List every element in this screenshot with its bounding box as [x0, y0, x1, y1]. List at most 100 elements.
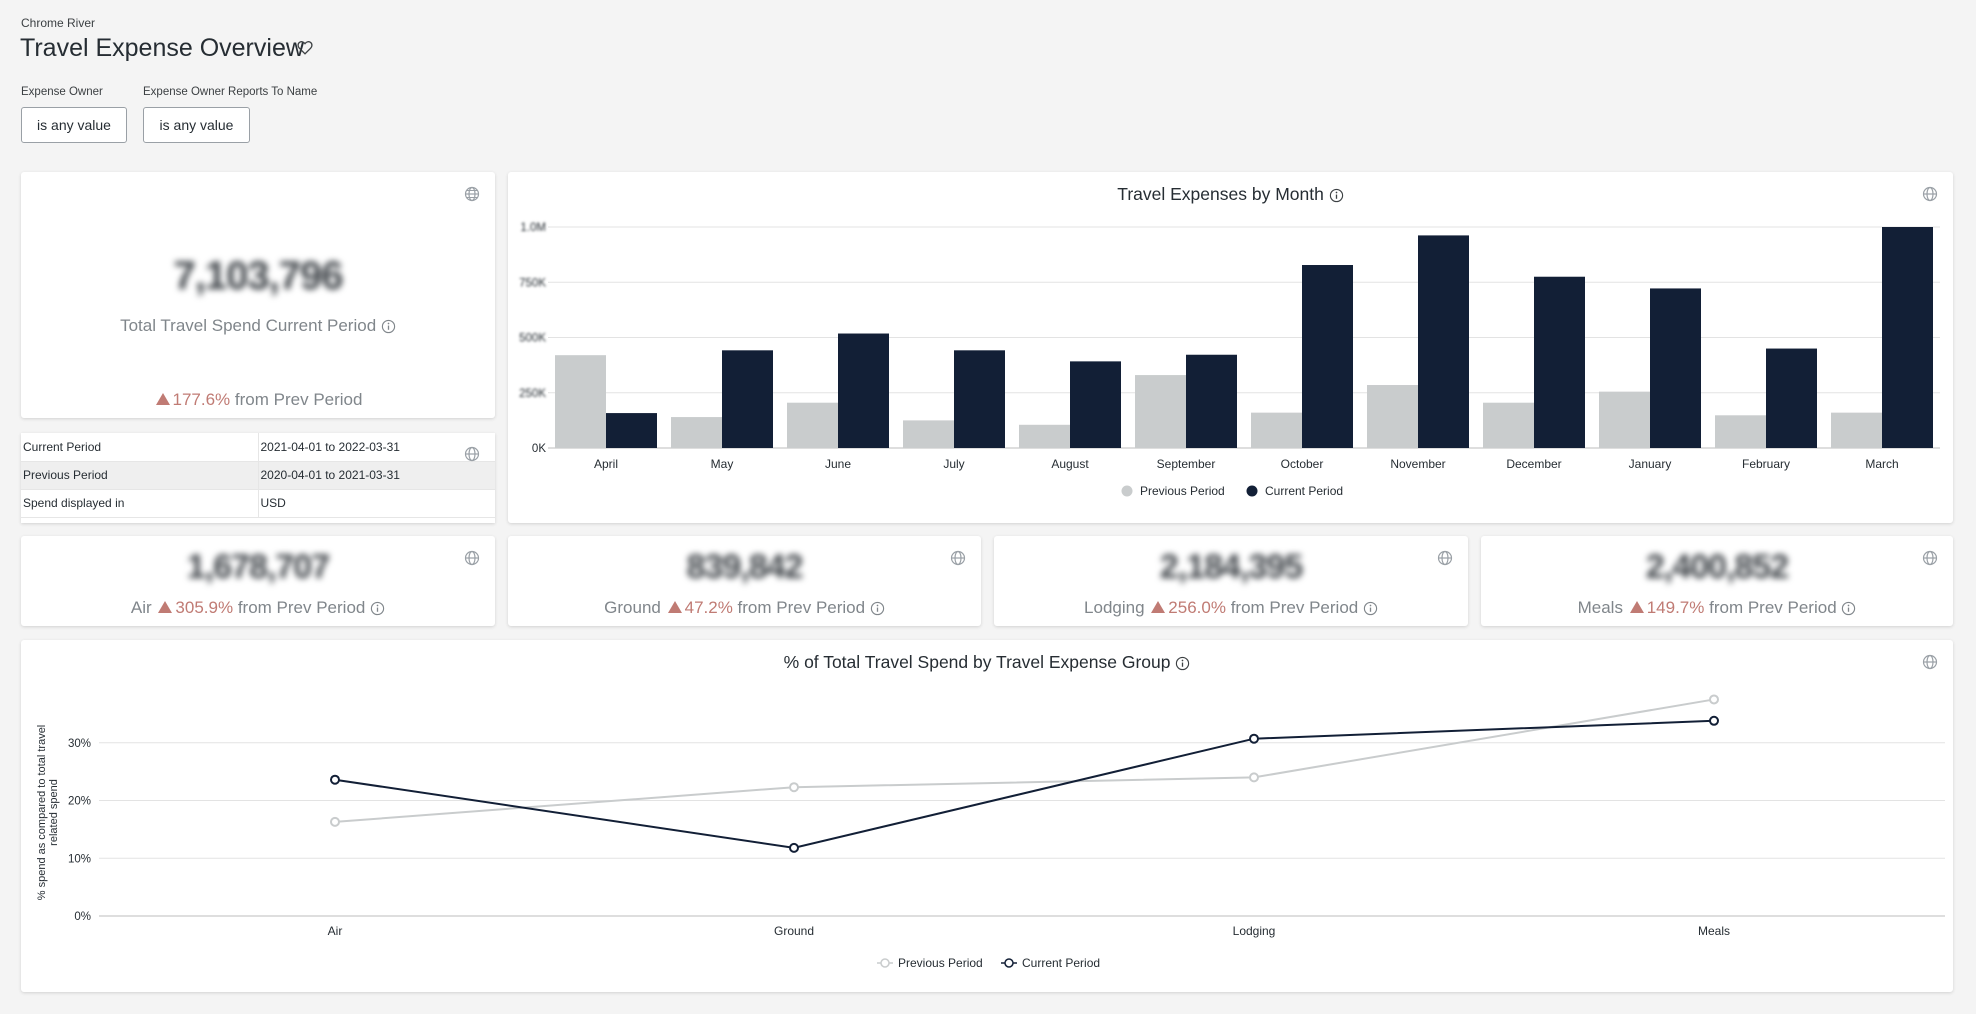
legend-marker-previous	[880, 958, 890, 968]
globe-icon[interactable]	[1922, 654, 1938, 670]
bar-current	[1650, 288, 1701, 448]
kpi-name: Ground	[604, 598, 661, 617]
bar-current	[1070, 361, 1121, 448]
y-tick-label: 250K	[519, 388, 546, 400]
bar-previous	[1251, 412, 1302, 448]
page-title: Travel Expense Overview	[20, 34, 304, 62]
x-tick-label: January	[1629, 457, 1672, 471]
period-label: Previous Period	[21, 461, 259, 490]
period-label: Spend displayed in	[21, 489, 259, 518]
filter-reports-to-button[interactable]: is any value	[143, 107, 250, 143]
legend-marker-previous	[1121, 485, 1133, 497]
kpi-label-lodging: Lodging 256.0% from Prev Period	[994, 598, 1468, 618]
kpi-change: 149.7%	[1646, 598, 1705, 617]
period-value: 2021-04-01 to 2022-03-31	[258, 433, 495, 462]
globe-icon[interactable]	[1437, 550, 1453, 566]
legend-label-current: Current Period	[1265, 484, 1343, 498]
bar-previous	[1367, 385, 1418, 448]
x-tick-label: October	[1281, 457, 1324, 471]
bar-current	[1534, 276, 1585, 448]
bar-current	[1766, 348, 1817, 448]
globe-icon[interactable]	[1922, 186, 1938, 202]
bar-current	[954, 350, 1005, 448]
up-arrow-icon	[1629, 601, 1644, 613]
info-icon[interactable]	[381, 319, 396, 334]
bar-previous	[1483, 402, 1534, 448]
globe-icon[interactable]	[464, 550, 480, 566]
table-row: Spend displayed in USD	[21, 489, 495, 518]
bar-previous	[1135, 375, 1186, 448]
up-arrow-icon	[1151, 601, 1166, 613]
period-value: USD	[258, 489, 495, 518]
x-tick-label: March	[1865, 457, 1898, 471]
kpi-suffix: from Prev Period	[237, 598, 366, 617]
total-spend-card: 7,103,796 Total Travel Spend Current Per…	[21, 172, 495, 418]
globe-icon[interactable]	[1922, 550, 1938, 566]
legend-marker-current	[1004, 958, 1014, 968]
x-tick-label: May	[711, 457, 734, 471]
up-arrow-icon	[155, 393, 170, 405]
x-tick-label: August	[1051, 457, 1089, 471]
total-spend-change: 177.6% from Prev Period	[21, 390, 495, 410]
point-previous	[330, 816, 340, 827]
table-row: Current Period 2021-04-01 to 2022-03-31	[21, 433, 495, 462]
kpi-change: 256.0%	[1168, 598, 1226, 617]
total-spend-label-text: Total Travel Spend Current Period	[120, 316, 377, 335]
filter-expense-owner-button[interactable]: is any value	[21, 107, 127, 143]
kpi-name: Lodging	[1084, 598, 1145, 617]
bar-previous	[555, 355, 606, 448]
x-tick-label: December	[1506, 457, 1561, 471]
total-change-suffix: from Prev Period	[234, 390, 363, 409]
info-icon[interactable]	[1329, 188, 1344, 203]
kpi-card-air: 1,678,707 Air 305.9% from Prev Period	[21, 536, 495, 626]
kpi-label-meals: Meals 149.7% from Prev Period	[1481, 598, 1953, 618]
period-label: Current Period	[21, 433, 259, 462]
up-arrow-icon	[158, 601, 173, 613]
kpi-change: 305.9%	[175, 598, 234, 617]
y-tick-label: 750K	[519, 277, 546, 289]
period-value: 2020-04-01 to 2021-03-31	[258, 461, 495, 490]
info-icon[interactable]	[370, 601, 385, 616]
line-current	[334, 719, 1715, 849]
info-icon[interactable]	[1841, 601, 1856, 616]
y-tick-label: 10%	[68, 853, 91, 865]
bar-current	[606, 413, 657, 448]
y-axis-label: % spend as compared to total travelrelat…	[36, 725, 60, 900]
kpi-label-air: Air 305.9% from Prev Period	[21, 598, 495, 618]
point-current	[330, 774, 340, 785]
legend-label-previous: Previous Period	[898, 956, 983, 970]
info-icon[interactable]	[1175, 656, 1190, 671]
globe-icon[interactable]	[950, 550, 966, 566]
monthly-expense-chart-card: Travel Expenses by Month 0K 250K 500K 750K 1…	[508, 172, 1953, 523]
bar-previous	[1831, 412, 1882, 448]
kpi-label-ground: Ground 47.2% from Prev Period	[508, 598, 981, 618]
x-tick-label: November	[1390, 457, 1445, 471]
globe-icon[interactable]	[464, 186, 480, 202]
kpi-value-air: 1,678,707	[186, 548, 330, 586]
info-icon[interactable]	[870, 601, 885, 616]
period-table: Current Period 2021-04-01 to 2022-03-31 …	[21, 433, 495, 518]
info-icon[interactable]	[1363, 601, 1378, 616]
bar-current	[1302, 265, 1353, 448]
heart-icon[interactable]	[297, 40, 313, 55]
y-tick-label: 500K	[519, 333, 546, 345]
point-previous	[789, 782, 799, 793]
period-table-card: Current Period 2021-04-01 to 2022-03-31 …	[21, 433, 495, 523]
y-tick-label: 30%	[68, 738, 91, 750]
kpi-name: Air	[130, 598, 152, 617]
bar-previous	[1715, 415, 1766, 448]
up-arrow-icon	[667, 601, 682, 613]
bar-previous	[671, 417, 722, 448]
total-spend-value: 7,103,796	[173, 254, 344, 298]
globe-icon[interactable]	[464, 446, 480, 462]
bar-current	[1186, 354, 1237, 448]
line-chart: 0% 10% 20% 30% % spend as compared to total …	[36, 694, 1945, 970]
x-tick-label: February	[1742, 457, 1790, 471]
total-change-value: 177.6%	[172, 390, 231, 409]
x-tick-label: Air	[328, 924, 343, 938]
kpi-suffix: from Prev Period	[1709, 598, 1837, 617]
point-previous	[1709, 694, 1719, 705]
table-row: Previous Period 2020-04-01 to 2021-03-31	[21, 461, 495, 490]
bar-chart-title-text: Travel Expenses by Month	[1117, 184, 1324, 204]
x-tick-label: September	[1157, 457, 1216, 471]
